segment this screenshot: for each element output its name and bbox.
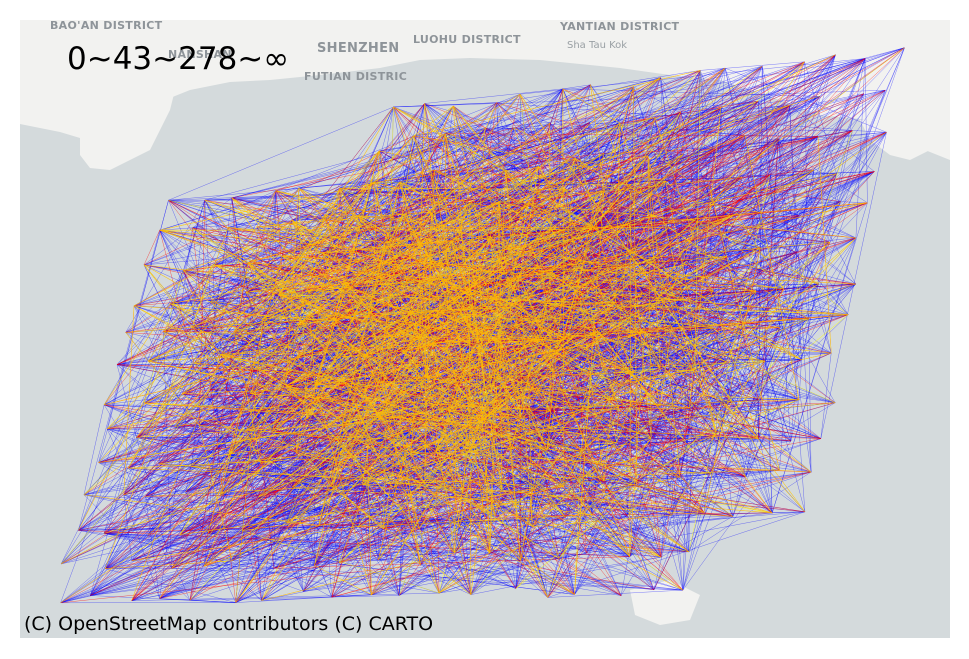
place-label: YANTIAN DISTRICT (559, 20, 680, 33)
place-label: BAO'AN DISTRICT (50, 20, 163, 32)
place-label: LUOHU DISTRICT (413, 33, 521, 46)
map-frame[interactable]: BAO'AN DISTRICT SHENZHEN LUOHU DISTRICT YAN… (20, 20, 950, 638)
map-canvas[interactable]: BAO'AN DISTRICT SHENZHEN LUOHU DISTRICT YAN… (20, 20, 950, 638)
place-label: NANSHAN (168, 48, 232, 61)
basemap-land (20, 20, 950, 625)
flow-layer-high (60, 47, 905, 604)
place-label: FUTIAN DISTRIC (304, 70, 407, 83)
flow-layer-low (60, 47, 905, 604)
flow-lines-high (60, 47, 905, 604)
map-attribution: (C) OpenStreetMap contributors (C) CARTO (24, 613, 434, 635)
place-label: SHENZHEN (317, 41, 399, 56)
flow-lines-low (60, 47, 905, 604)
place-labels: BAO'AN DISTRICT SHENZHEN LUOHU DISTRICT YAN… (50, 20, 680, 83)
flow-bins-legend: 0~43~278~∞ (67, 41, 290, 77)
place-label: Sha Tau Kok (567, 40, 627, 51)
